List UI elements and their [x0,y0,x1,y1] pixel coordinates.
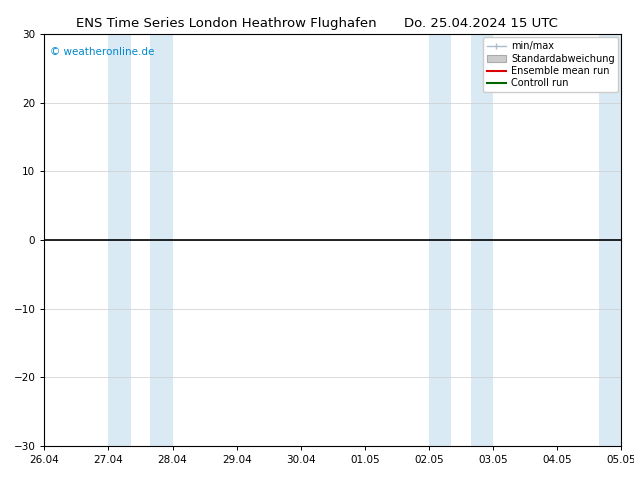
Text: © weatheronline.de: © weatheronline.de [50,47,155,57]
Text: Do. 25.04.2024 15 UTC: Do. 25.04.2024 15 UTC [404,17,558,30]
Bar [429,34,451,446]
Text: ENS Time Series London Heathrow Flughafen: ENS Time Series London Heathrow Flughafe… [76,17,377,30]
Bar [150,34,172,446]
Bar [470,34,493,446]
Legend: min/max, Standardabweichung, Ensemble mean run, Controll run: min/max, Standardabweichung, Ensemble me… [482,37,618,92]
Bar [108,34,131,446]
Bar [599,34,621,446]
